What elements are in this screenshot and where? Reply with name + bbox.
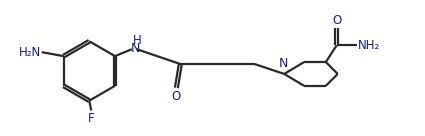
Text: O: O xyxy=(172,90,181,103)
Text: N: N xyxy=(279,57,289,70)
Text: N: N xyxy=(131,42,140,55)
Text: O: O xyxy=(332,14,341,27)
Text: F: F xyxy=(88,112,95,125)
Text: H₂N: H₂N xyxy=(19,46,41,59)
Text: H: H xyxy=(133,34,142,47)
Text: NH₂: NH₂ xyxy=(357,39,380,52)
